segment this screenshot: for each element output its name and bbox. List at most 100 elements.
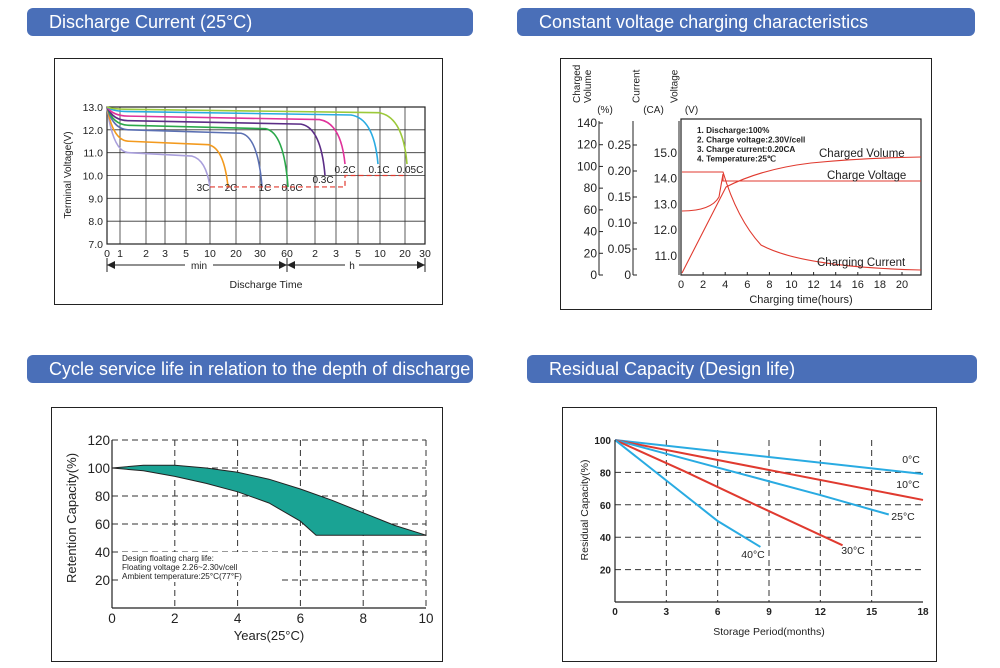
discharge-xtick: 2 (312, 248, 318, 260)
discharge-curve-label: 0.2C (334, 165, 355, 176)
charging-xtick: 0 (678, 279, 684, 291)
charging-xtick: 12 (807, 279, 819, 291)
cycle-chart: 120 100 80 60 40 20 0 2 4 6 8 10 Design floating ch… (64, 433, 434, 643)
discharge-xtick: 3 (162, 248, 168, 260)
discharge-curve-label: 3C (197, 183, 210, 194)
discharge-xtick: 5 (183, 248, 189, 260)
cycle-xlabel: Years(25°C) (234, 628, 304, 643)
residual-ytick: 80 (600, 468, 612, 479)
charging-current-label: Charging Current (817, 257, 906, 269)
charging-note: 3. Charge current:0.20CA (697, 145, 795, 154)
residual-ylabel: Residual Capacity(%) (579, 460, 591, 561)
charging-axis-header: Voltage (670, 69, 681, 103)
discharge-header: Discharge Current (25°C) (27, 8, 473, 36)
discharge-curve-label: 0.3C (312, 175, 333, 186)
cycle-ytick: 60 (95, 517, 110, 532)
residual-curve-label: 10°C (896, 479, 920, 491)
residual-xlabel: Storage Period(months) (713, 626, 824, 638)
charged-volume-curve (681, 156, 922, 274)
voltage-tick: 15.0 (654, 146, 678, 160)
current-tick: 0.20 (608, 164, 632, 178)
cycle-note: Ambient temperature:25°C(77°F) (122, 572, 242, 581)
discharge-curve-label: 0.05C (397, 165, 424, 176)
cycle-xtick: 10 (418, 611, 433, 626)
discharge-curve-1C (106, 106, 263, 187)
residual-curve-label: 30°C (841, 545, 865, 557)
discharge-ytick: 13.0 (83, 102, 104, 114)
volume-tick: 40 (584, 225, 598, 239)
residual-curve-25°C (614, 439, 890, 516)
voltage-tick: 12.0 (654, 223, 678, 237)
charge-voltage-curve (681, 173, 921, 212)
charged-volume-label: Charged Volume (819, 148, 905, 160)
charging-xtick: 2 (700, 279, 706, 291)
discharge-end-voltage-line (210, 174, 407, 188)
cycle-xtick: 6 (297, 611, 305, 626)
charging-axis-header: Charged (572, 65, 583, 103)
charging-axis-header: Volume (583, 69, 594, 103)
charging-chart: Charged Volume(%)Current(CA)Voltage(V)140… (572, 65, 922, 306)
residual-chart: 0°C 10°C 25°C 30°C 40°C 100 80 60 40 20 0 3 6 9 12 15 1… (579, 436, 929, 638)
charging-axis-header: (CA) (643, 105, 664, 116)
charging-note: 2. Charge voltage:2.30V/cell (697, 136, 805, 145)
discharge-min-label: min (191, 261, 207, 272)
volume-tick: 80 (584, 181, 598, 195)
discharge-ytick: 10.0 (83, 171, 104, 183)
residual-xtick: 18 (917, 607, 929, 618)
charging-xtick: 10 (785, 279, 797, 291)
cycle-ylabel: Retention Capacity(%) (64, 453, 79, 583)
discharge-xlabel: Discharge Time (230, 279, 303, 291)
current-tick: 0.25 (608, 138, 632, 152)
discharge-curve-0.6C (106, 106, 289, 187)
discharge-panel: 3C 2C 1C 0.6C 0.3C 0.2C 0.1C 0.05C 13.0 12.0 11.0… (54, 58, 443, 305)
cycle-panel: 120 100 80 60 40 20 0 2 4 6 8 10 Design floating ch… (51, 407, 443, 662)
discharge-xtick: 10 (204, 248, 216, 260)
discharge-xtick: 0 (104, 248, 110, 260)
residual-curve-40°C (614, 439, 761, 548)
volume-tick: 140 (577, 116, 597, 130)
residual-curve-0°C (614, 439, 924, 476)
charging-xtick: 14 (830, 279, 842, 291)
discharge-curve-0.3C (106, 106, 326, 176)
cycle-ytick: 20 (95, 573, 110, 588)
voltage-tick: 13.0 (654, 197, 678, 211)
residual-curve-30°C (614, 439, 843, 547)
discharge-ytick: 9.0 (88, 193, 103, 205)
residual-xtick: 6 (715, 607, 721, 618)
discharge-xtick: 30 (419, 248, 431, 260)
discharge-curve-label: 0.1C (368, 165, 389, 176)
cycle-life-area (111, 464, 427, 536)
residual-curve-label: 25°C (891, 511, 915, 523)
voltage-tick: 14.0 (654, 172, 678, 186)
charging-note: 4. Temperature:25℃ (697, 155, 776, 164)
discharge-xtick: 20 (230, 248, 242, 260)
discharge-curve-0.05C (106, 106, 408, 165)
volume-tick: 0 (590, 268, 597, 282)
discharge-xtick: 30 (254, 248, 266, 260)
discharge-xtick: 1 (117, 248, 123, 260)
discharge-curve-label: 1C (259, 183, 272, 194)
charging-axis-header: Current (632, 69, 643, 103)
residual-xtick: 15 (866, 607, 878, 618)
discharge-ylabel: Terminal Voltage(V) (63, 131, 74, 218)
charging-xtick: 8 (766, 279, 772, 291)
volume-tick: 20 (584, 246, 598, 260)
discharge-xtick: 10 (374, 248, 386, 260)
cycle-note: Floating voltage 2.26~2.30v/cell (122, 563, 238, 572)
current-tick: 0.05 (608, 242, 632, 256)
charging-xtick: 16 (852, 279, 864, 291)
residual-curve-10°C (614, 439, 924, 501)
discharge-ytick: 7.0 (88, 239, 103, 251)
residual-xtick: 3 (664, 607, 670, 618)
volume-tick: 100 (577, 159, 597, 173)
discharge-ytick: 8.0 (88, 216, 103, 228)
residual-panel: 0°C 10°C 25°C 30°C 40°C 100 80 60 40 20 0 3 6 9 12 15 1… (562, 407, 937, 662)
discharge-ytick: 12.0 (83, 125, 104, 137)
residual-ytick: 40 (600, 533, 612, 544)
cycle-xtick: 2 (171, 611, 179, 626)
discharge-curve-label: 2C (225, 183, 238, 194)
charging-axis-header: (V) (685, 105, 698, 116)
charging-panel: Charged Volume (%) Current (CA) Voltage (V) 140… (560, 58, 932, 310)
charging-xtick: 6 (744, 279, 750, 291)
cycle-xtick: 0 (108, 611, 116, 626)
